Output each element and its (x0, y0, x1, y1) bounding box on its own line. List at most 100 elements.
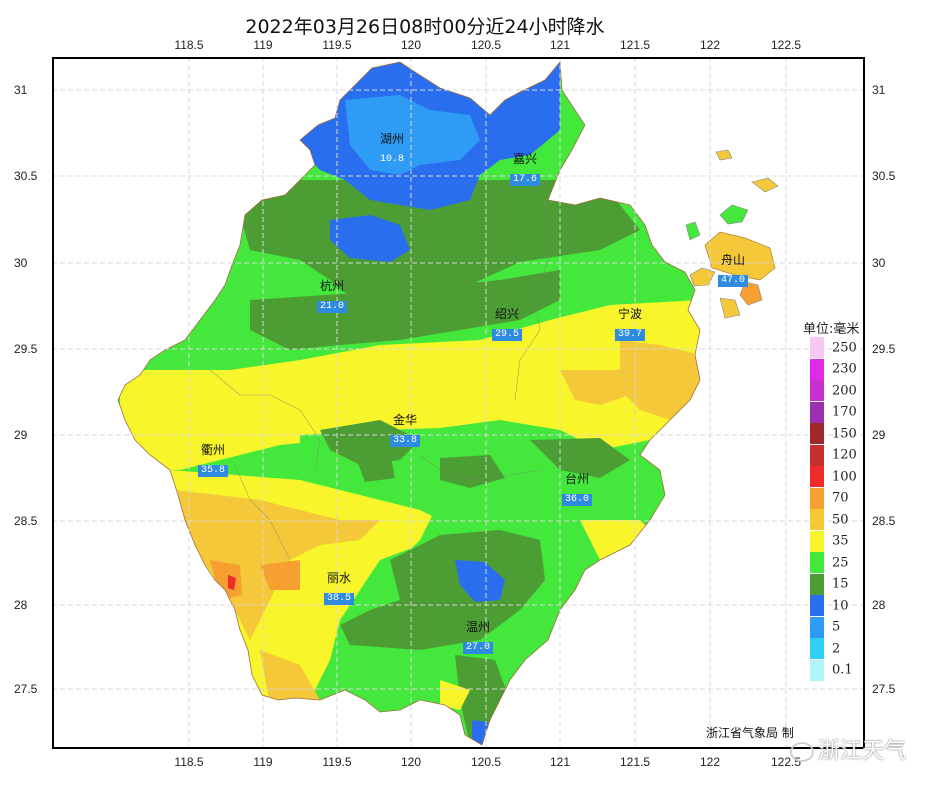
legend-swatch (810, 444, 824, 466)
y-tick: 30.5 (872, 169, 896, 183)
legend-swatch (810, 616, 824, 638)
legend-label: 0.1 (832, 662, 853, 678)
city-name: 台州 (564, 472, 590, 486)
legend-label: 50 (832, 512, 849, 528)
y-tick: 27.5 (14, 682, 38, 696)
city-value: 29.5 (491, 329, 523, 341)
x-tick: 120.5 (470, 755, 502, 769)
x-tick: 119.5 (322, 38, 352, 52)
map-title: 2022年03月26日08时00分近24小时降水 (0, 12, 930, 39)
city-name: 金华 (392, 413, 418, 427)
x-tick: 122 (699, 755, 721, 769)
city-label-huzhou: 湖州 10.8 (377, 133, 407, 166)
x-tick: 118.5 (174, 755, 204, 769)
watermark: 浙江天气 (790, 733, 906, 765)
y-tick: 29.5 (872, 342, 896, 356)
legend-swatch (810, 337, 824, 358)
city-value: 10.8 (379, 154, 405, 165)
city-name: 杭州 (319, 279, 345, 293)
x-tick: 121.5 (619, 38, 651, 52)
legend-label: 250 (832, 340, 857, 356)
city-label-jiaxing: 嘉兴 17.6 (509, 153, 541, 186)
city-label-taizhou: 台州 36.0 (561, 472, 593, 506)
y-tick: 28.5 (872, 514, 896, 528)
x-tick: 119.5 (322, 755, 352, 769)
city-label-wenzhou: 温州 27.0 (462, 621, 494, 654)
city-label-quzhou: 衢州 35.8 (197, 443, 229, 477)
y-tick: 31 (14, 83, 28, 97)
city-label-ningbo: 宁波 39.7 (614, 307, 646, 341)
legend-unit-title: 单位:毫米 (803, 322, 860, 337)
y-tick: 30 (872, 256, 886, 270)
legend-label: 5 (832, 619, 841, 635)
city-value: 35.8 (197, 465, 229, 477)
city-value: 21.0 (316, 301, 348, 313)
x-tick: 119 (253, 38, 273, 52)
wechat-icon (790, 742, 814, 762)
y-tick: 28 (14, 598, 28, 612)
legend-swatch (810, 401, 824, 423)
watermark-text: 浙江天气 (818, 739, 907, 764)
city-value: 36.0 (561, 494, 593, 506)
legend-swatch (810, 466, 824, 487)
city-name: 丽水 (326, 571, 352, 585)
zhoushan-islands (685, 149, 779, 319)
x-tick: 121 (549, 38, 571, 52)
y-tick: 29 (872, 428, 886, 442)
x-tick: 122.5 (770, 38, 802, 52)
legend-swatch (810, 358, 824, 380)
city-label-lishui: 丽水 38.5 (323, 571, 355, 605)
legend-swatch (810, 530, 824, 552)
legend-swatch (810, 659, 824, 681)
y-tick: 29 (14, 428, 28, 442)
city-name: 绍兴 (494, 307, 520, 321)
x-tick: 120 (400, 755, 422, 769)
city-label-hangzhou: 杭州 21.0 (316, 279, 348, 313)
legend-swatch (810, 638, 824, 659)
legend-swatch (810, 380, 824, 401)
city-name: 宁波 (617, 307, 643, 321)
city-name: 舟山 (720, 253, 746, 267)
y-tick: 27.5 (872, 682, 896, 696)
x-tick: 121 (549, 755, 571, 769)
legend-swatch (810, 573, 824, 595)
y-tick: 28 (872, 598, 886, 612)
x-tick: 120.5 (470, 38, 502, 52)
legend-swatch (810, 509, 824, 530)
city-value: 38.5 (323, 593, 355, 605)
city-value: 17.6 (509, 174, 541, 186)
legend-label: 230 (832, 361, 857, 377)
city-name: 衢州 (200, 443, 226, 457)
y-tick: 31 (872, 83, 886, 97)
legend-swatch (810, 487, 824, 509)
x-tick: 119 (253, 755, 273, 769)
x-tick: 121.5 (619, 755, 651, 769)
city-label-jinhua: 金华 33.8 (389, 413, 421, 447)
city-label-zhoushan: 舟山 47.0 (717, 253, 749, 287)
legend-label: 15 (832, 576, 849, 592)
y-tick: 29.5 (14, 342, 38, 356)
city-label-shaoxing: 绍兴 29.5 (491, 307, 523, 341)
legend-swatch (810, 595, 824, 616)
y-tick: 30.5 (14, 169, 38, 183)
legend-swatch (810, 552, 824, 573)
x-tick: 118.5 (174, 38, 204, 52)
city-value: 27.0 (462, 642, 494, 654)
x-tick: 120 (400, 38, 422, 52)
legend-label: 150 (832, 426, 857, 442)
map-title-text: 2022年03月26日08时00分近24小时降水 (245, 16, 605, 38)
legend-label: 35 (832, 533, 849, 549)
legend-label: 100 (832, 469, 857, 485)
legend-label: 2 (832, 641, 841, 657)
legend-label: 25 (832, 555, 849, 571)
x-tick: 122 (699, 38, 721, 52)
legend-label: 170 (832, 404, 857, 420)
legend-label: 70 (832, 490, 849, 506)
credit-text: 浙江省气象局 制 (706, 726, 794, 740)
city-value: 39.7 (614, 329, 646, 341)
city-name: 湖州 (379, 132, 405, 146)
legend-label: 200 (832, 383, 857, 399)
legend-swatch (810, 423, 824, 444)
legend-label: 120 (832, 447, 857, 463)
graticule (52, 57, 865, 749)
